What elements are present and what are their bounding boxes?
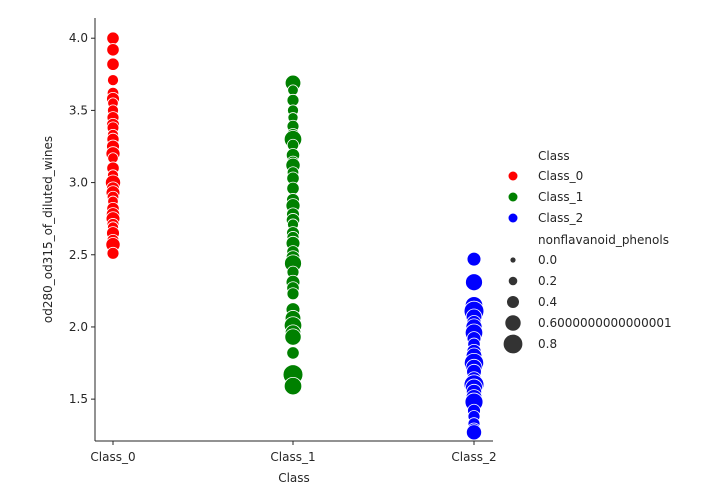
y-tick-label: 3.0 bbox=[69, 176, 88, 190]
legend-size-marker bbox=[507, 275, 519, 287]
data-point bbox=[286, 181, 300, 195]
points-layer bbox=[105, 31, 485, 441]
data-point bbox=[106, 31, 120, 45]
legend-size-label: 0.8 bbox=[538, 337, 557, 351]
legend-size-marker bbox=[509, 256, 517, 264]
legend-size-marker bbox=[506, 295, 520, 309]
legend-hue-title: Class bbox=[538, 149, 570, 163]
x-tick-label: Class_0 bbox=[90, 450, 135, 464]
legend-marker bbox=[508, 192, 518, 202]
data-point bbox=[106, 246, 120, 260]
data-point bbox=[466, 251, 482, 267]
y-ticks: 1.5 2.0 2.5 3.0 3.5 4.0 bbox=[69, 31, 95, 406]
y-tick-label: 2.5 bbox=[69, 248, 88, 262]
x-tick-label: Class_2 bbox=[451, 450, 496, 464]
legend-marker bbox=[508, 213, 518, 223]
y-tick-label: 2.0 bbox=[69, 320, 88, 334]
x-ticks: Class_0 Class_1 Class_2 bbox=[90, 441, 497, 464]
y-tick-label: 4.0 bbox=[69, 31, 88, 45]
legend-size-label: 0.6000000000000001 bbox=[538, 316, 672, 330]
legend-size-marker bbox=[504, 314, 522, 332]
data-point bbox=[106, 57, 120, 71]
x-tick-label: Class_1 bbox=[270, 450, 315, 464]
legend-size-title: nonflavanoid_phenols bbox=[538, 233, 669, 247]
legend-label: Class_0 bbox=[538, 169, 583, 183]
legend-label: Class_2 bbox=[538, 211, 583, 225]
y-tick-label: 3.5 bbox=[69, 103, 88, 117]
y-axis-label: od280_od315_of_diluted_wines bbox=[41, 136, 55, 323]
data-point bbox=[106, 43, 120, 57]
data-point bbox=[465, 273, 483, 292]
legend-size-label: 0.4 bbox=[538, 295, 557, 309]
legend-size-marker bbox=[502, 333, 524, 355]
legend-marker bbox=[508, 171, 518, 181]
data-point bbox=[286, 287, 300, 301]
data-point bbox=[287, 84, 299, 96]
data-point bbox=[465, 424, 482, 441]
legend-label: Class_1 bbox=[538, 190, 583, 204]
data-point bbox=[283, 376, 303, 396]
data-point bbox=[286, 346, 300, 360]
legend-size-label: 0.2 bbox=[538, 274, 557, 288]
legend-size-label: 0.0 bbox=[538, 253, 557, 267]
data-point bbox=[107, 74, 119, 87]
y-tick-label: 1.5 bbox=[69, 392, 88, 406]
x-axis-label: Class bbox=[278, 471, 310, 485]
data-point bbox=[284, 328, 302, 346]
legend: Class Class_0 Class_1 Class_2 nonflavanoid_p… bbox=[502, 149, 672, 355]
